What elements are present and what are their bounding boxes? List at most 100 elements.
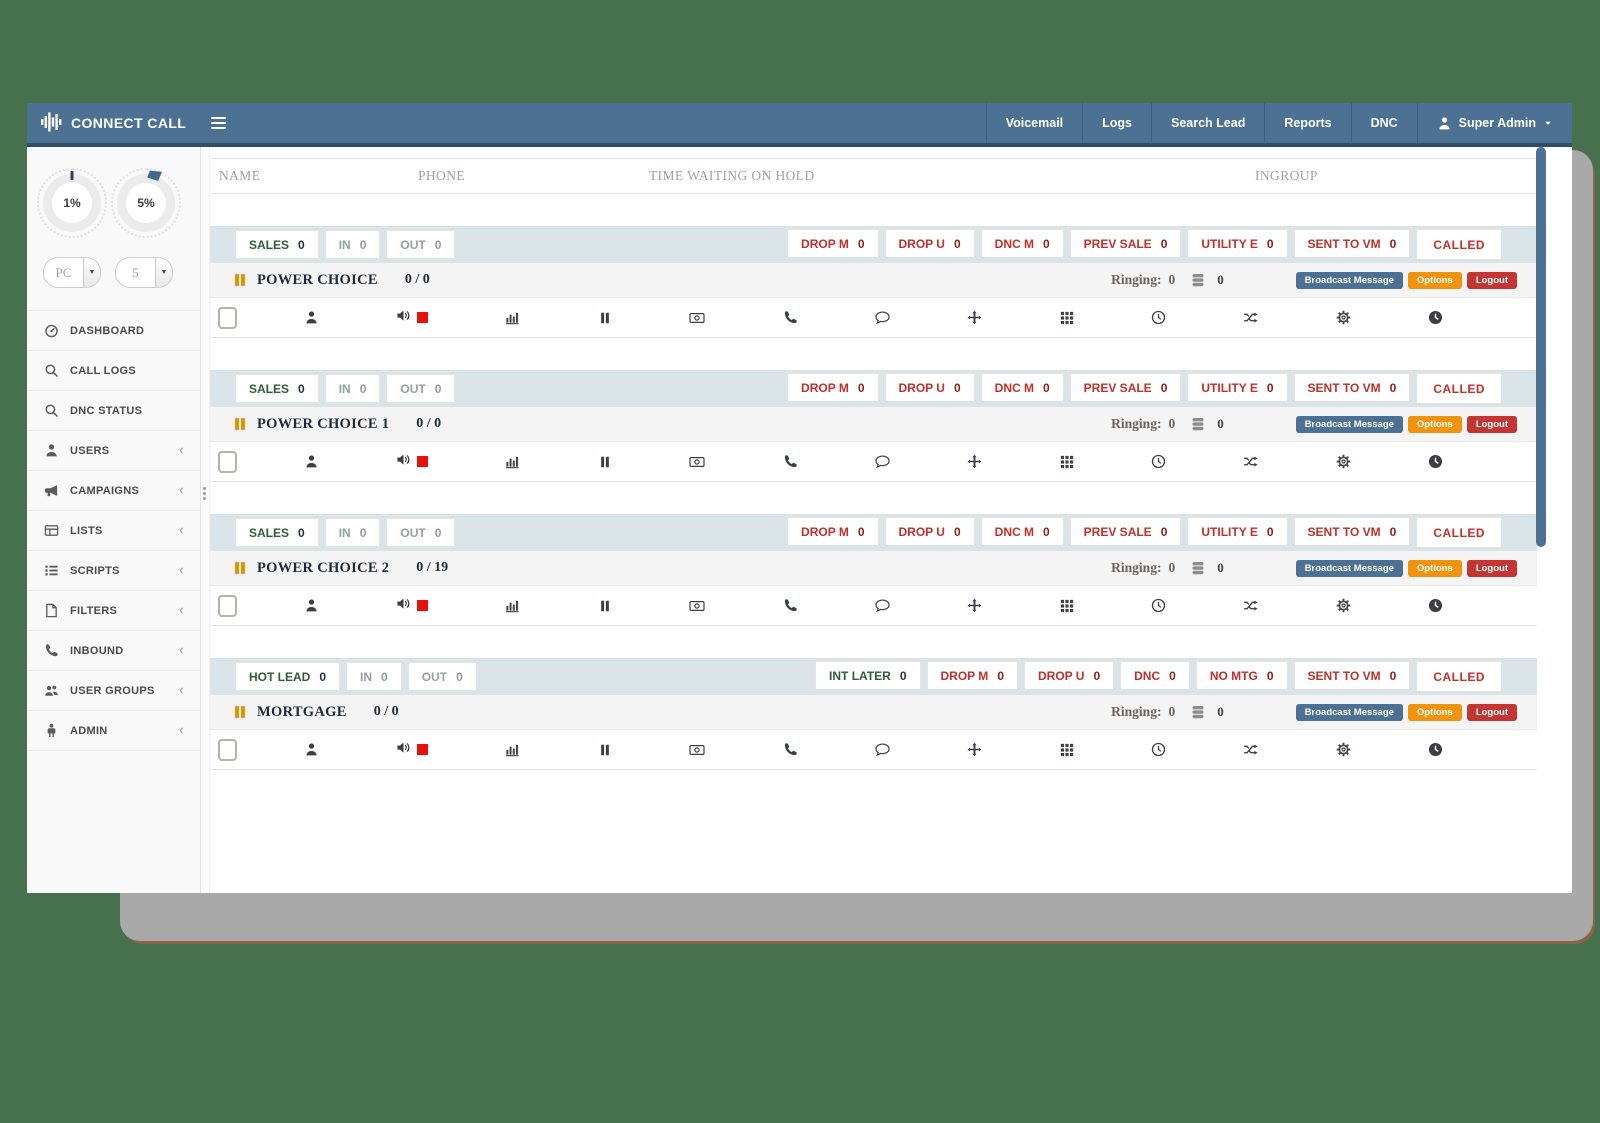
shuffle-icon[interactable]	[1243, 598, 1259, 613]
stat-out-button[interactable]: OUT 0	[386, 518, 456, 547]
caret-down-icon[interactable]	[1543, 118, 1553, 128]
agent-select-checkbox[interactable]	[218, 306, 237, 329]
sidebar-item-filters[interactable]: FILTERS	[27, 591, 200, 631]
stack-icon[interactable]	[1190, 416, 1206, 432]
pc-select[interactable]: PC ▼	[43, 257, 101, 288]
stat-utility-e-button[interactable]: UTILITY E 0	[1187, 373, 1288, 402]
stat-drop-u-button[interactable]: DROP U 0	[1024, 661, 1115, 690]
list-icon[interactable]	[42, 563, 61, 578]
stat-in-button[interactable]: IN 0	[324, 374, 381, 403]
chevron-left-icon[interactable]	[177, 686, 186, 695]
move-icon[interactable]	[967, 310, 982, 325]
gear-icon[interactable]	[1336, 310, 1351, 325]
chevron-left-icon[interactable]	[177, 486, 186, 495]
table-icon[interactable]	[42, 523, 61, 538]
chevron-left-icon[interactable]	[177, 446, 186, 455]
volume-icon[interactable]	[396, 308, 411, 328]
stat-sent-to-vm-button[interactable]: SENT TO VM 0	[1293, 517, 1411, 546]
stack-icon[interactable]	[1190, 704, 1206, 720]
stat-in-button[interactable]: IN 0	[324, 518, 381, 547]
chevron-left-icon[interactable]	[177, 526, 186, 535]
money-icon[interactable]	[689, 598, 705, 614]
volume-icon[interactable]	[396, 596, 411, 616]
sidebar-item-campaigns[interactable]: CAMPAIGNS	[27, 471, 200, 511]
listen-controls[interactable]	[396, 308, 429, 328]
volume-icon[interactable]	[396, 452, 411, 472]
user-icon[interactable]	[304, 310, 319, 325]
stat-drop-m-button[interactable]: DROP M 0	[787, 373, 879, 402]
comment-icon[interactable]	[875, 454, 890, 469]
comment-icon[interactable]	[875, 310, 890, 325]
history-icon[interactable]	[1428, 742, 1443, 757]
sidebar-item-inbound[interactable]: INBOUND	[27, 631, 200, 671]
pause-icon[interactable]	[598, 743, 612, 757]
stat-dnc-m-button[interactable]: DNC M 0	[980, 229, 1064, 258]
logout-button[interactable]: Logout	[1466, 271, 1517, 289]
move-icon[interactable]	[967, 742, 982, 757]
stat-hot-lead-button[interactable]: HOT LEAD 0	[235, 662, 341, 691]
hamburger-menu-icon[interactable]	[199, 103, 237, 143]
stat-called-button[interactable]: CALLED	[1416, 517, 1502, 548]
chart-icon[interactable]	[505, 598, 520, 613]
stat-prev-sale-button[interactable]: PREV SALE 0	[1069, 229, 1182, 258]
logout-button[interactable]: Logout	[1466, 415, 1517, 433]
grid-icon[interactable]	[1060, 743, 1074, 757]
stat-drop-u-button[interactable]: DROP U 0	[884, 229, 975, 258]
phone-icon[interactable]	[783, 598, 798, 613]
dashboard-icon[interactable]	[42, 323, 61, 338]
stat-drop-u-button[interactable]: DROP U 0	[884, 373, 975, 402]
gear-icon[interactable]	[1336, 598, 1351, 613]
options-button[interactable]: Options	[1407, 271, 1462, 289]
stat-out-button[interactable]: OUT 0	[386, 230, 456, 259]
grid-icon[interactable]	[1060, 599, 1074, 613]
shuffle-icon[interactable]	[1243, 310, 1259, 325]
listen-controls[interactable]	[396, 452, 429, 472]
pause-icon[interactable]	[598, 599, 612, 613]
phone-icon[interactable]	[42, 643, 61, 658]
logout-button[interactable]: Logout	[1466, 703, 1517, 721]
pause-icon[interactable]	[598, 455, 612, 469]
logout-button[interactable]: Logout	[1466, 559, 1517, 577]
clock-icon[interactable]	[1151, 742, 1166, 757]
stat-dnc-m-button[interactable]: DNC M 0	[980, 517, 1064, 546]
sidebar-item-lists[interactable]: LISTS	[27, 511, 200, 551]
clock-icon[interactable]	[1151, 310, 1166, 325]
pace-dial[interactable]: 5%	[111, 168, 181, 238]
stat-sent-to-vm-button[interactable]: SENT TO VM 0	[1293, 229, 1411, 258]
chevron-left-icon[interactable]	[177, 646, 186, 655]
stat-called-button[interactable]: CALLED	[1416, 373, 1502, 404]
broadcast-message-button[interactable]: Broadcast Message	[1295, 559, 1403, 577]
stat-dnc-button[interactable]: DNC 0	[1120, 661, 1190, 690]
user-menu[interactable]: Super Admin	[1416, 103, 1572, 143]
stat-utility-e-button[interactable]: UTILITY E 0	[1187, 517, 1288, 546]
nav-item-voicemail[interactable]: Voicemail	[985, 103, 1082, 143]
move-icon[interactable]	[967, 598, 982, 613]
broadcast-message-button[interactable]: Broadcast Message	[1295, 703, 1403, 721]
shuffle-icon[interactable]	[1243, 742, 1259, 757]
agent-select-checkbox[interactable]	[218, 738, 237, 761]
stat-sales-button[interactable]: SALES 0	[235, 230, 319, 259]
stat-in-button[interactable]: IN 0	[346, 662, 402, 691]
chevron-down-icon[interactable]: ▼	[83, 258, 100, 287]
megaphone-icon[interactable]	[42, 483, 61, 498]
stat-sales-button[interactable]: SALES 0	[235, 374, 319, 403]
search-icon[interactable]	[42, 363, 61, 378]
nav-item-search-lead[interactable]: Search Lead	[1151, 103, 1264, 143]
chevron-left-icon[interactable]	[177, 726, 186, 735]
grid-icon[interactable]	[1060, 311, 1074, 325]
history-icon[interactable]	[1428, 598, 1443, 613]
phone-icon[interactable]	[783, 310, 798, 325]
user-icon[interactable]	[42, 443, 61, 458]
stat-int-later-button[interactable]: INT LATER 0	[815, 661, 921, 690]
count-select[interactable]: 5 ▼	[115, 257, 173, 288]
stat-in-button[interactable]: IN 0	[324, 230, 381, 259]
clock-icon[interactable]	[1151, 598, 1166, 613]
stat-prev-sale-button[interactable]: PREV SALE 0	[1069, 373, 1182, 402]
user-icon[interactable]	[304, 454, 319, 469]
stat-sent-to-vm-button[interactable]: SENT TO VM 0	[1293, 661, 1411, 690]
stat-dnc-m-button[interactable]: DNC M 0	[980, 373, 1064, 402]
listen-controls[interactable]	[396, 740, 429, 760]
comment-icon[interactable]	[875, 742, 890, 757]
stat-no-mtg-button[interactable]: NO MTG 0	[1195, 661, 1288, 690]
stat-drop-u-button[interactable]: DROP U 0	[884, 517, 975, 546]
